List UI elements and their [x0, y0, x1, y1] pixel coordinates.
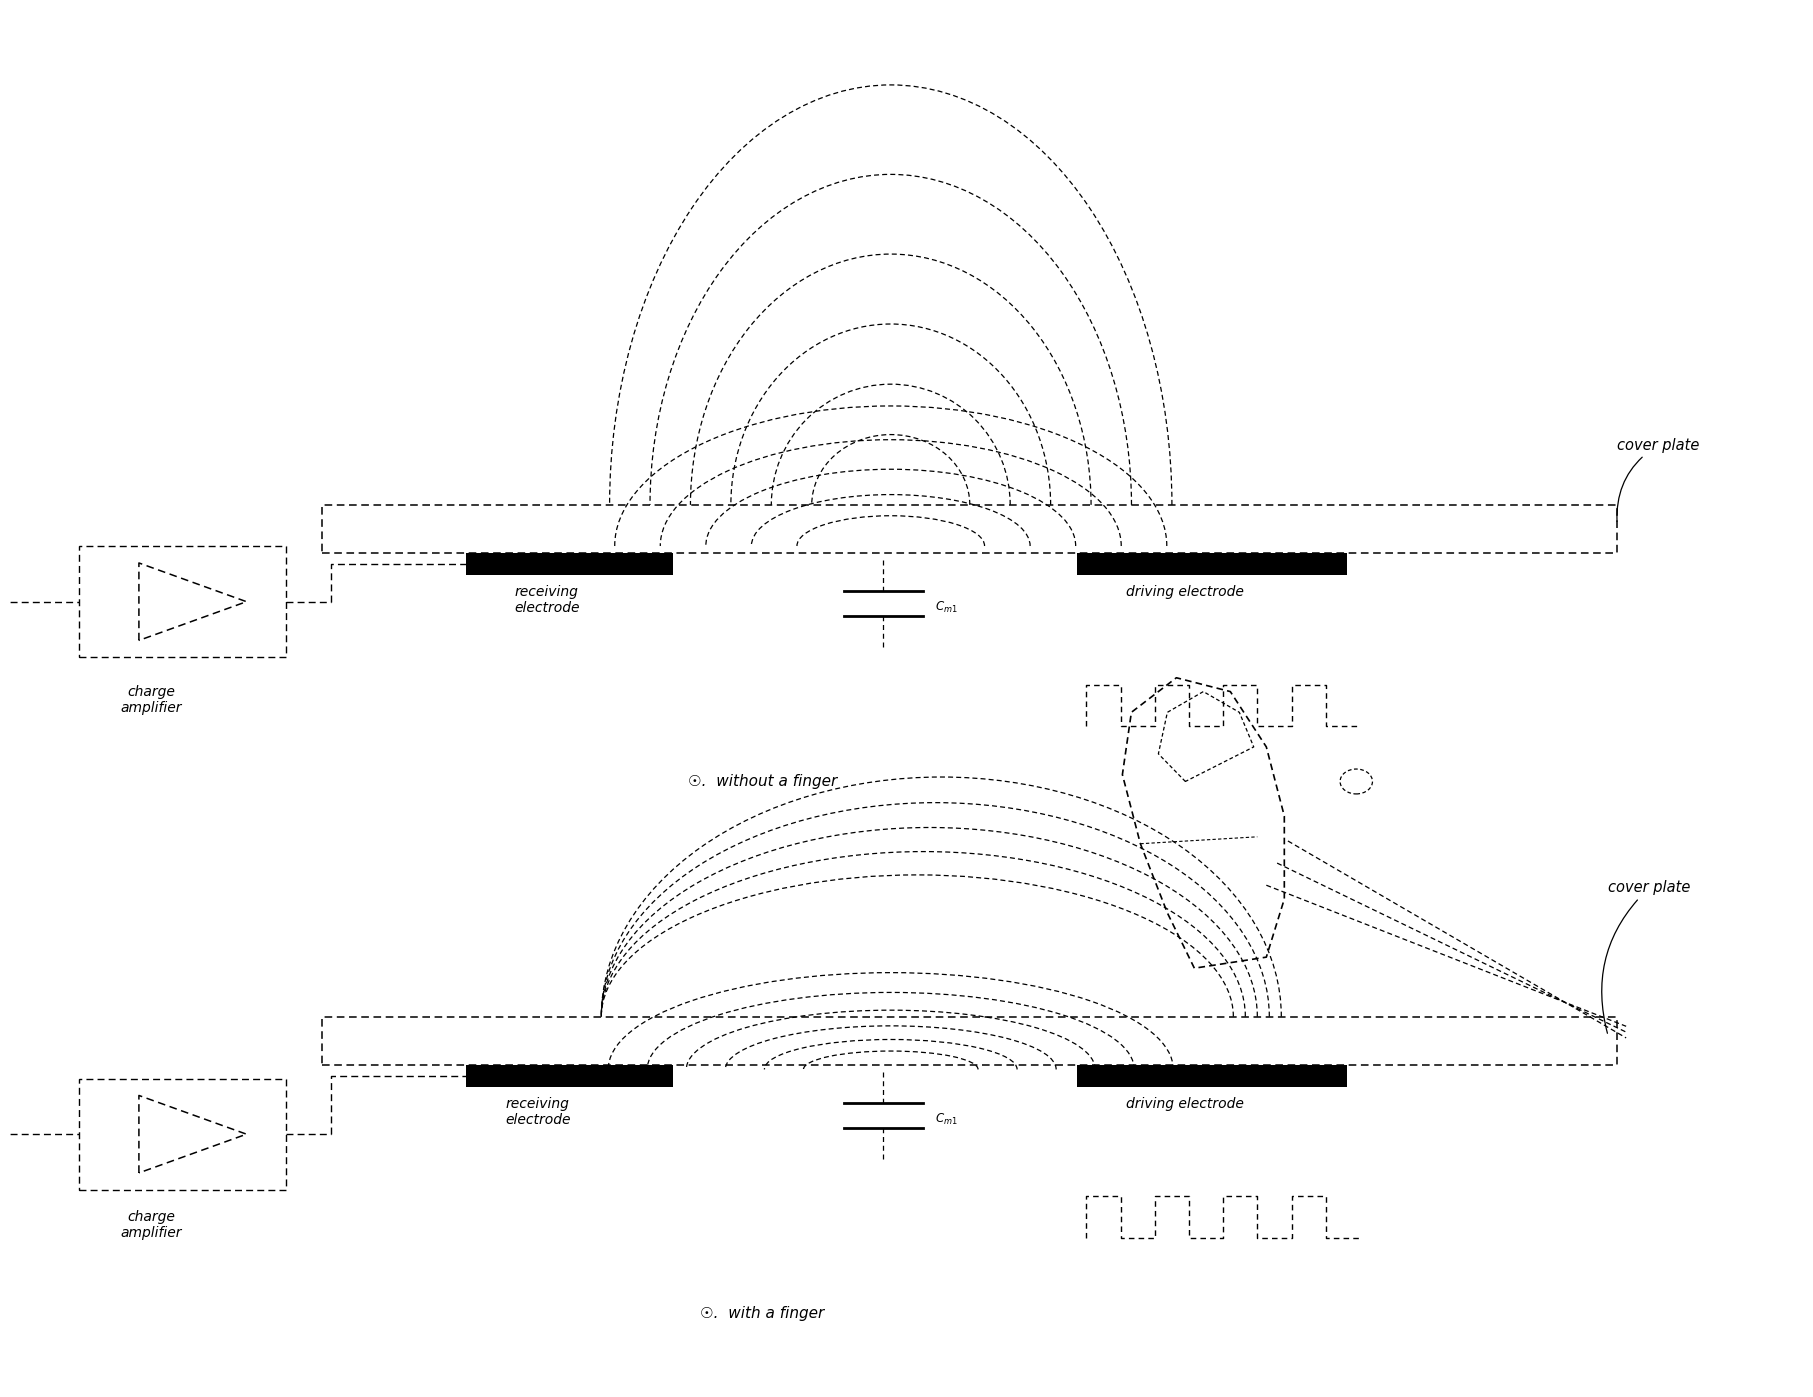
- Text: ☉.  with a finger: ☉. with a finger: [700, 1306, 825, 1322]
- Bar: [1077, 1065, 1347, 1087]
- Bar: [80, 1078, 286, 1189]
- Text: driving electrode: driving electrode: [1126, 1097, 1244, 1111]
- Text: $C_{m1}$: $C_{m1}$: [936, 1112, 957, 1127]
- Bar: [466, 1065, 673, 1087]
- Bar: [80, 546, 286, 657]
- Text: cover plate: cover plate: [1601, 880, 1690, 1034]
- Text: cover plate: cover plate: [1617, 437, 1699, 521]
- Bar: [321, 1017, 1617, 1065]
- Text: charge
amplifier: charge amplifier: [120, 1210, 181, 1241]
- Bar: [1077, 553, 1347, 576]
- Bar: [321, 504, 1617, 553]
- Text: receiving
electrode: receiving electrode: [506, 1097, 571, 1127]
- Text: driving electrode: driving electrode: [1126, 585, 1244, 599]
- Text: $C_{m1}$: $C_{m1}$: [936, 601, 957, 615]
- Text: ☉.  without a finger: ☉. without a finger: [687, 774, 838, 789]
- Bar: [466, 553, 673, 576]
- Text: receiving
electrode: receiving electrode: [513, 585, 580, 615]
- Text: charge
amplifier: charge amplifier: [120, 685, 181, 715]
